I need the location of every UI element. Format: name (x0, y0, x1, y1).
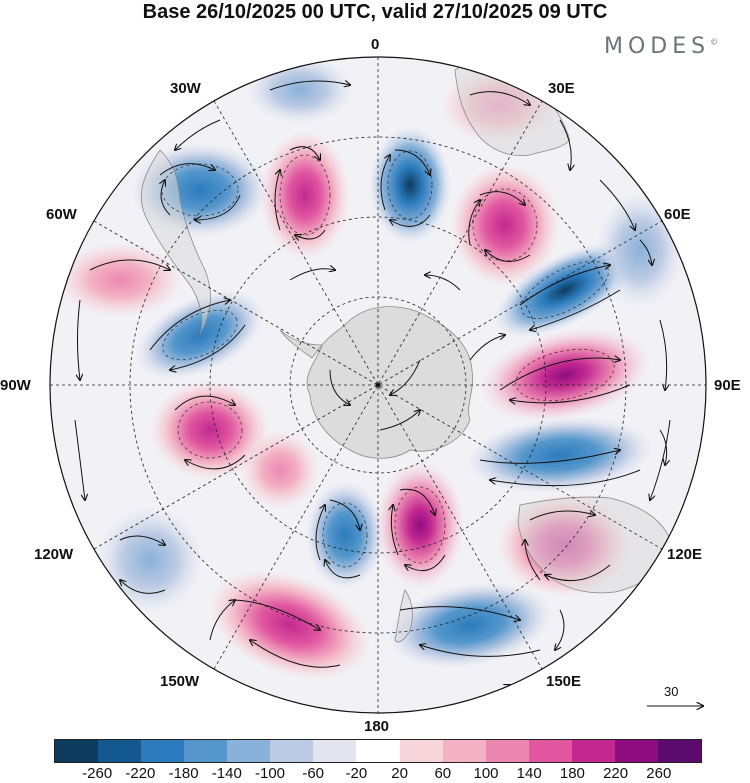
colorbar-swatch (399, 740, 443, 762)
antarctica (306, 306, 473, 459)
colorbar-swatch (528, 740, 572, 762)
lon-label-90e: 90E (714, 377, 741, 394)
colorbar-tick-label: -140 (211, 765, 242, 782)
colorbar-tick-label: 220 (603, 765, 629, 782)
colorbar-swatch (184, 740, 228, 762)
map-border (49, 56, 707, 714)
brand-name: MODES (604, 34, 711, 59)
colorbar-swatch (657, 740, 701, 762)
lon-label-120e: 120E (667, 546, 703, 563)
colorbar-swatch (485, 740, 529, 762)
lon-label-150e: 150E (546, 673, 582, 690)
lon-label-180: 180 (364, 718, 390, 735)
landmasses (140, 61, 673, 643)
polar-map (49, 56, 707, 714)
brand-mark: © (710, 37, 719, 47)
colorbar (54, 739, 702, 763)
colorbar-tick-label: -220 (125, 765, 156, 782)
lon-label-30e: 30E (548, 80, 575, 97)
lon-label-60e: 60E (664, 206, 691, 223)
colorbar-swatch (141, 740, 185, 762)
lon-label-30w: 30W (170, 80, 201, 97)
antarctic-peninsula (279, 329, 323, 359)
colorbar-tick-label: -180 (168, 765, 199, 782)
south-america (140, 149, 211, 336)
colorbar-swatch (98, 740, 142, 762)
colorbar-swatch (442, 740, 486, 762)
colorbar-swatch (313, 740, 357, 762)
lon-label-0: 0 (371, 36, 380, 53)
lon-label-120w: 120W (34, 546, 74, 563)
colorbar-tick-label: 60 (434, 765, 452, 782)
south-pole-marker (375, 382, 381, 388)
colorbar-tick-label: 260 (646, 765, 672, 782)
colorbar-tick-label: 140 (516, 765, 542, 782)
colorbar-swatch (356, 740, 400, 762)
colorbar-tick-label: -60 (302, 765, 325, 782)
map-title: Base 26/10/2025 00 UTC, valid 27/10/2025… (142, 1, 608, 23)
wind-vectors (74, 81, 671, 713)
map-disk (50, 57, 706, 713)
colorbar-swatch (614, 740, 658, 762)
colorbar-labels: -260 -220 -180 -140 -100 -60 -20 20 60 100 140 180 2… (0, 765, 750, 783)
colorbar-swatch (270, 740, 314, 762)
colorbar-swatch (571, 740, 615, 762)
colorbar-tick-label: -260 (82, 765, 113, 782)
reference-vector-value: 30 (664, 684, 679, 699)
modes-logo: MODES© (604, 34, 718, 59)
lon-label-150w: 150W (160, 673, 200, 690)
colorbar-swatch (227, 740, 271, 762)
colorbar-tick-label: 20 (391, 765, 408, 782)
lon-label-90w: 90W (0, 377, 31, 394)
colorbar-tick-label: 180 (559, 765, 585, 782)
lon-label-60w: 60W (46, 206, 77, 223)
graticule (50, 57, 706, 713)
colorbar-swatch (55, 740, 99, 762)
colorbar-tick-label: -20 (345, 765, 368, 782)
colorbar-tick-label: -100 (254, 765, 286, 782)
colorbar-tick-label: 100 (473, 765, 499, 782)
